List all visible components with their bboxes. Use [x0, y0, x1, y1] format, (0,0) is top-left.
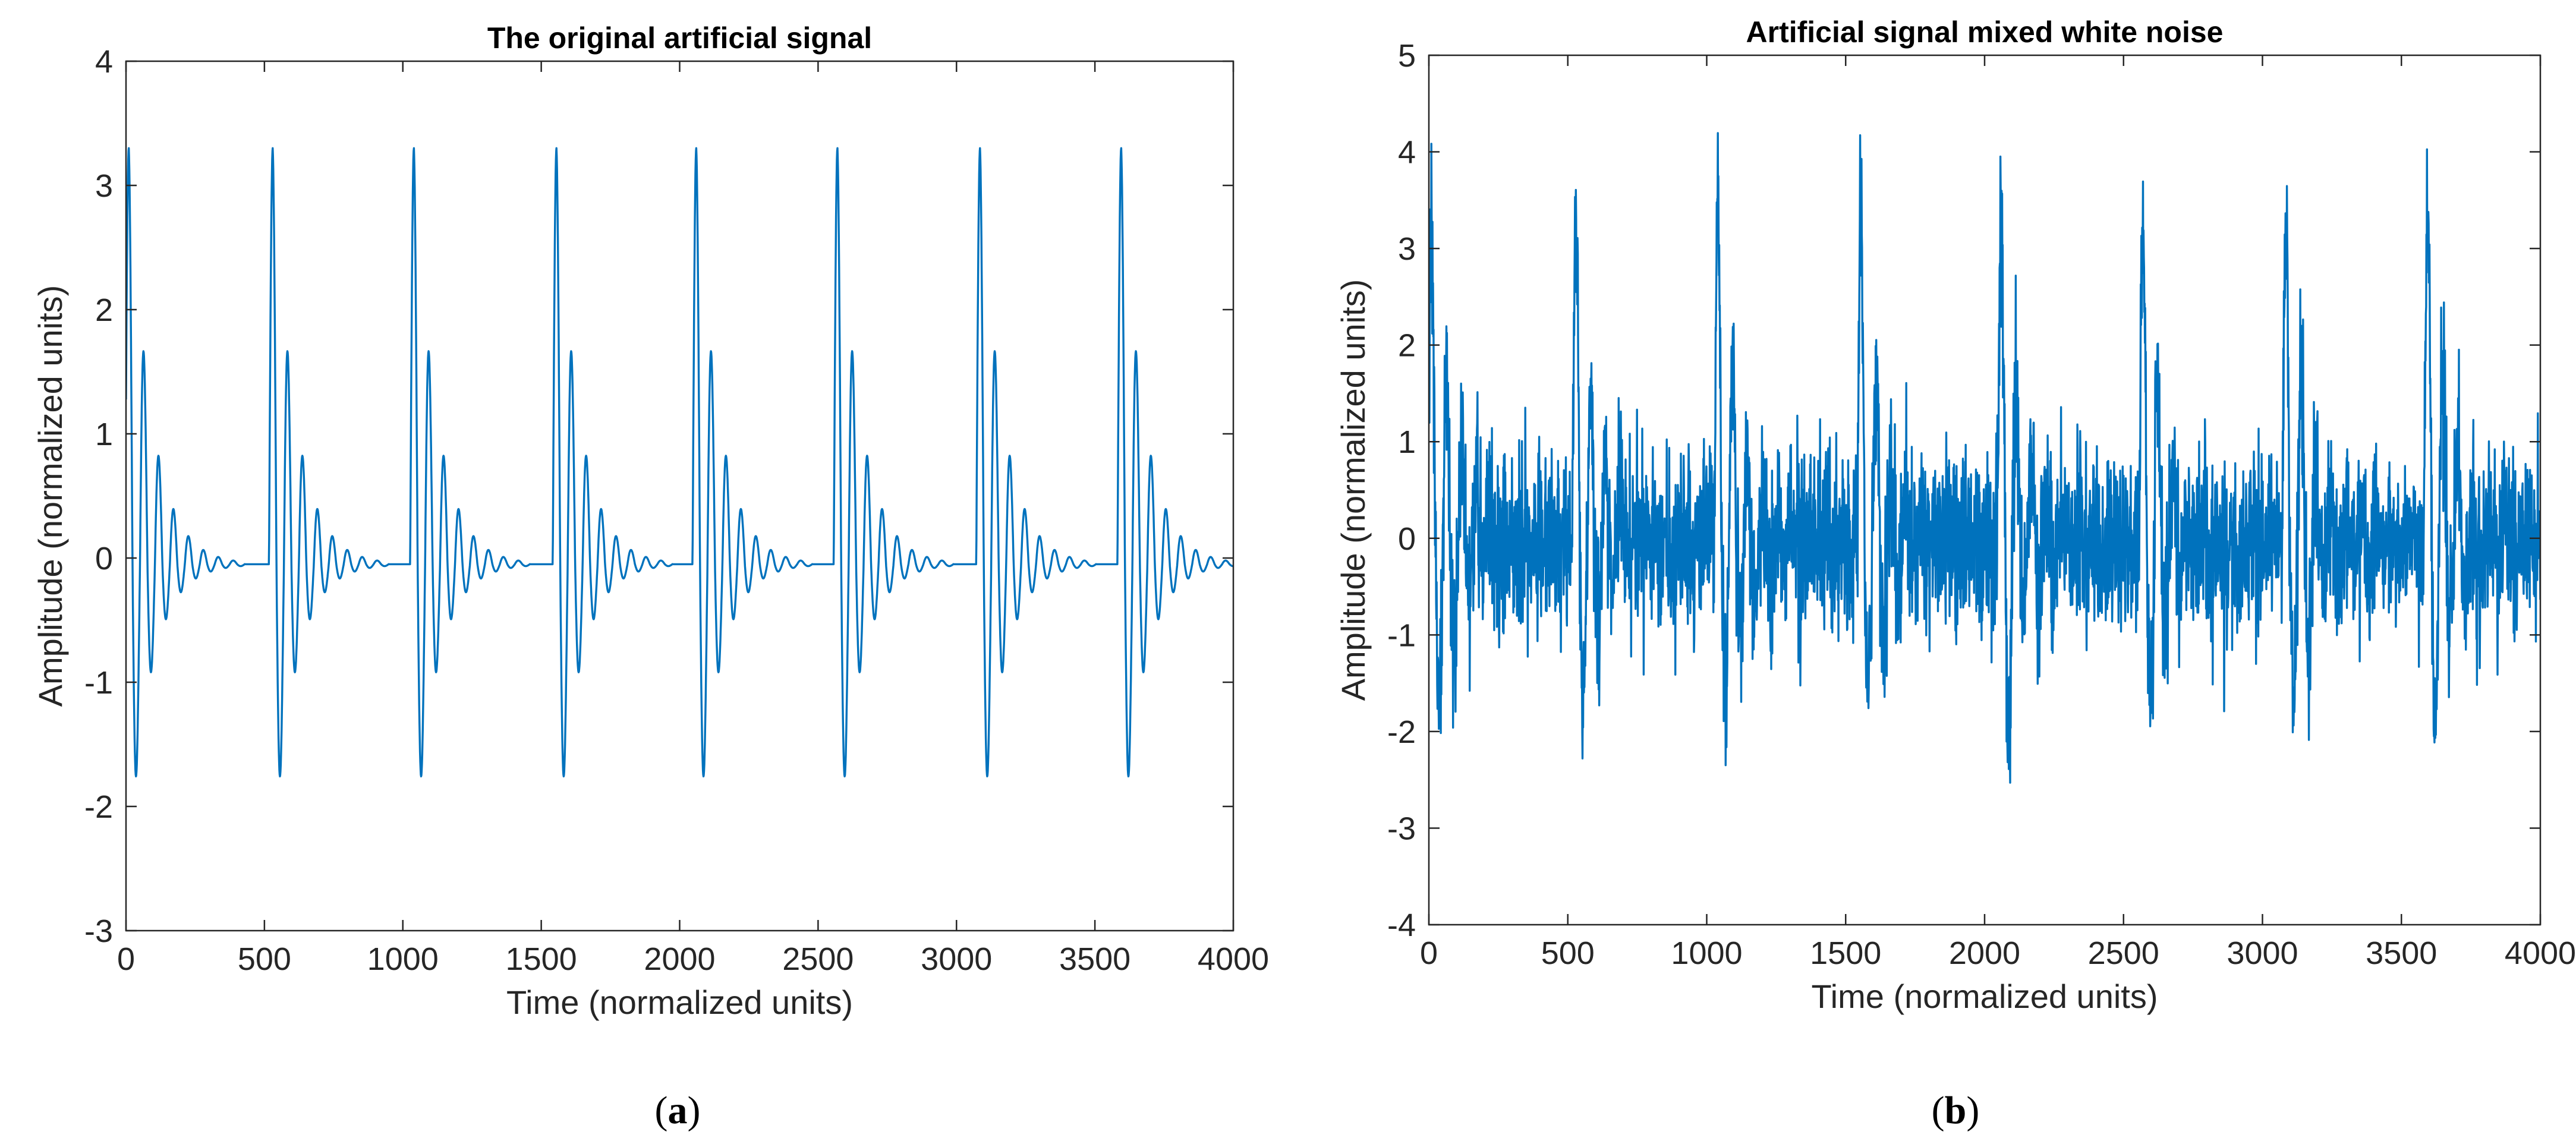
y-tick-label: 2	[1398, 328, 1416, 364]
y-tick-label: -2	[1387, 714, 1416, 750]
y-tick-label: -1	[84, 665, 113, 701]
caption-b: (b)	[1932, 1089, 1980, 1132]
y-tick-label: -3	[84, 913, 113, 949]
series-line-noisy-signal	[1429, 132, 2540, 784]
y-tick-label: 0	[1398, 521, 1416, 557]
x-tick-label: 2500	[2088, 935, 2159, 971]
y-tick-label: 1	[1398, 424, 1416, 460]
chart-panel-a: 0 500 1000 1500 2000 2500 3000 3500 4000 -3 -2 -1 0 1…	[32, 21, 1269, 1021]
y-tick-label: 4	[95, 44, 113, 80]
x-tick-label: 0	[117, 941, 135, 977]
plot-area	[126, 61, 1233, 931]
y-tick-label: 1	[95, 417, 113, 452]
caption-a: (a)	[655, 1089, 701, 1132]
x-tick-label: 1000	[367, 941, 439, 977]
y-tick-label: 0	[95, 541, 113, 576]
y-tick-label: 3	[1398, 231, 1416, 267]
y-tick-label: -3	[1387, 811, 1416, 846]
x-tick-label: 500	[1541, 935, 1595, 971]
y-tick-label: 3	[95, 168, 113, 204]
x-tick-label: 500	[238, 941, 291, 977]
x-tick-label: 1500	[506, 941, 577, 977]
x-tick-label: 4000	[2505, 935, 2576, 971]
x-tick-label: 3000	[921, 941, 992, 977]
x-tick-label: 3000	[2227, 935, 2298, 971]
y-tick-label: 5	[1398, 38, 1416, 74]
x-tick-label: 1000	[1671, 935, 1742, 971]
y-tick-label: 4	[1398, 135, 1416, 171]
y-tick-label: 2	[95, 292, 113, 328]
y-axis-label: Amplitude (normalized units)	[32, 285, 69, 707]
chart-title: Artificial signal mixed white noise	[1746, 15, 2224, 49]
x-tick-label: 1500	[1810, 935, 1881, 971]
y-tick-label: -1	[1387, 617, 1416, 653]
y-tick-label: -2	[84, 789, 113, 825]
x-tick-label: 2000	[644, 941, 715, 977]
x-tick-label: 4000	[1198, 941, 1269, 977]
x-tick-label: 2500	[782, 941, 854, 977]
x-tick-label: 3500	[1059, 941, 1130, 977]
chart-title: The original artificial signal	[487, 21, 872, 55]
x-axis-label: Time (normalized units)	[506, 984, 853, 1021]
y-axis-label: Amplitude (normalized units)	[1334, 279, 1372, 701]
y-tick-label: -4	[1387, 907, 1416, 943]
series-line-original-signal	[126, 147, 1233, 778]
x-axis-label: Time (normalized units)	[1812, 978, 2158, 1015]
x-tick-label: 0	[1420, 935, 1438, 971]
x-tick-label: 2000	[1949, 935, 2020, 971]
chart-panel-b: 0 500 1000 1500 2000 2500 3000 3500 4000 -4 -3 -2 -1…	[1334, 15, 2576, 1015]
x-tick-label: 3500	[2366, 935, 2437, 971]
